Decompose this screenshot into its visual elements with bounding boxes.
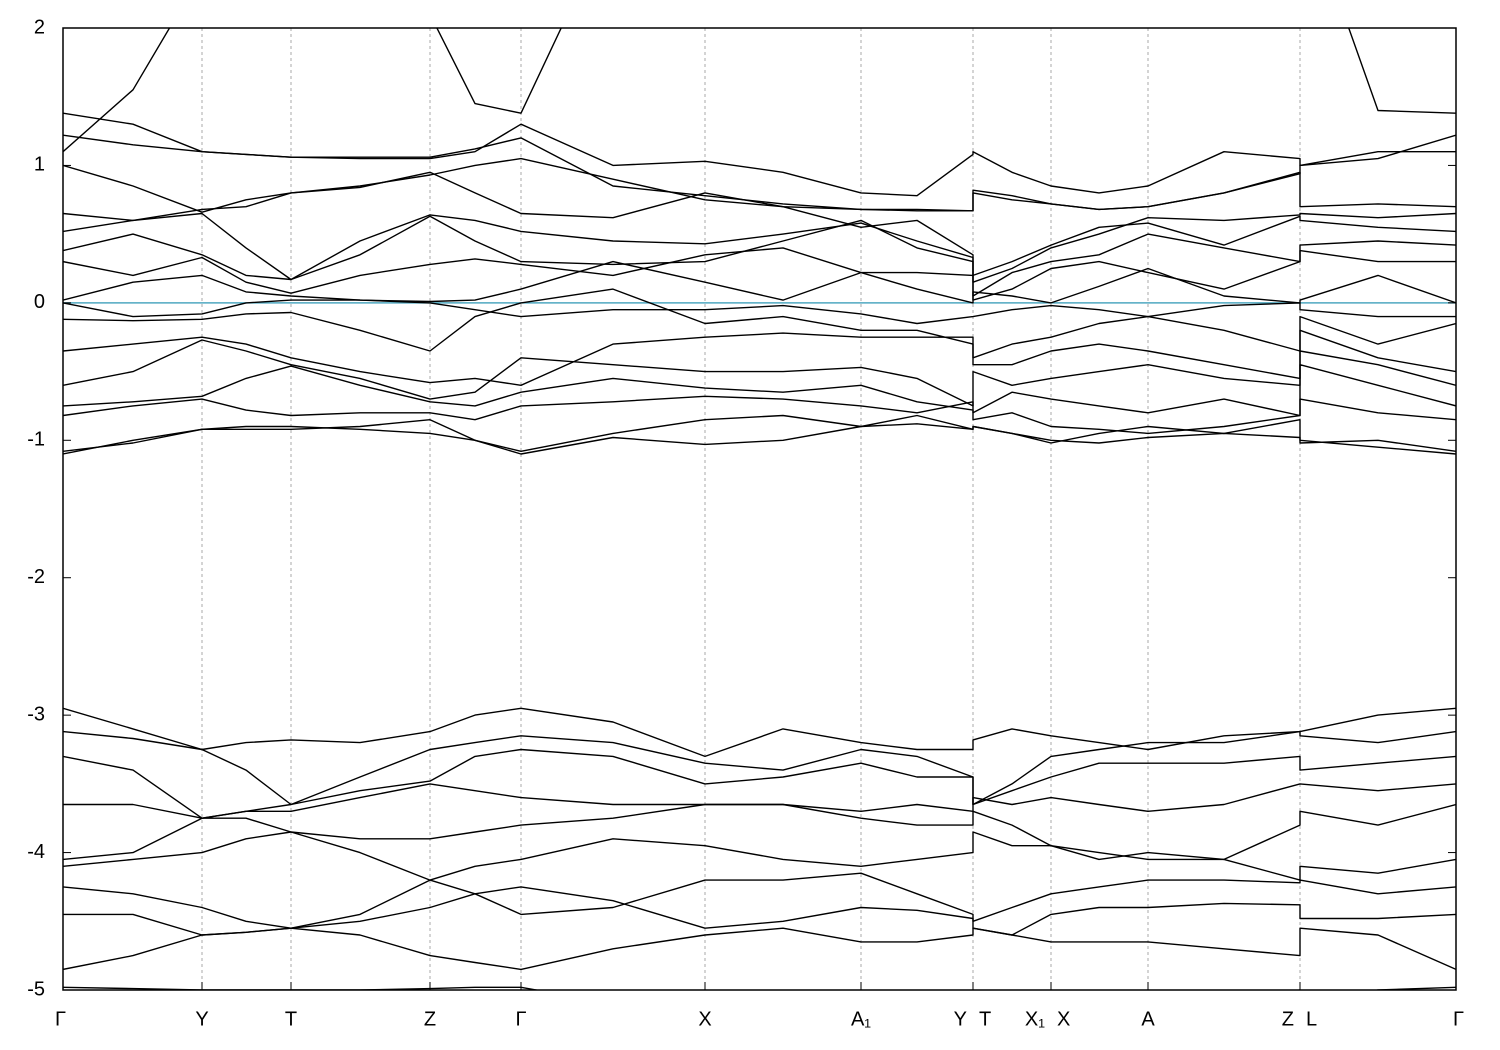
bands-layer <box>63 28 1456 990</box>
y-tick-label: -5 <box>27 978 45 1000</box>
x-tick-label: X <box>1057 1008 1070 1030</box>
band-line <box>63 123 1456 197</box>
x-tick-label: Y <box>195 1008 208 1030</box>
band-line <box>63 886 1456 936</box>
band-line <box>63 803 1456 861</box>
x-tick-label: Γ <box>515 1008 526 1030</box>
x-tick-label: Γ <box>55 1008 66 1030</box>
y-tick-label: 0 <box>34 291 45 313</box>
x-tick-label: Z <box>1282 1008 1294 1030</box>
band-line <box>63 395 1456 435</box>
band-line <box>63 339 1456 407</box>
band-line <box>63 414 1456 455</box>
x-tick-label: X₁ <box>1025 1008 1045 1030</box>
grid-layer <box>201 28 1301 990</box>
y-tick-label: 1 <box>34 154 45 176</box>
y-tick-label: -2 <box>27 566 45 588</box>
band-line <box>63 215 1456 297</box>
band-line <box>63 748 1456 819</box>
band-line <box>63 171 1456 283</box>
band-line <box>63 414 1456 455</box>
band-line <box>63 730 1456 806</box>
y-tick-label: -1 <box>27 429 45 451</box>
band-line <box>63 299 1456 325</box>
band-line <box>63 247 1456 301</box>
band-line <box>63 364 1456 417</box>
band-line <box>63 872 1456 929</box>
x-tick-label: X <box>698 1008 711 1030</box>
x-tick-label: T <box>979 1008 991 1030</box>
band-line <box>63 783 1456 819</box>
y-tick-label: -3 <box>27 703 45 725</box>
y-tick-label: 2 <box>34 16 45 38</box>
x-tick-label: Γ <box>1453 1008 1464 1030</box>
band-line <box>63 986 1456 990</box>
plot-frame <box>62 27 1457 991</box>
band-line <box>63 288 1456 359</box>
band-line <box>63 831 1456 881</box>
y-tick-label: -4 <box>27 841 45 863</box>
x-tick-label: Y <box>954 1008 967 1030</box>
x-tick-label: L <box>1306 1008 1317 1030</box>
band-line <box>63 28 1456 153</box>
band-line <box>63 260 1456 304</box>
x-tick-label: A <box>1141 1008 1155 1030</box>
x-tick-label: T <box>285 1008 297 1030</box>
band-line <box>63 707 1456 758</box>
x-tick-label: Z <box>424 1008 436 1030</box>
x-tick-label: A₁ <box>851 1008 871 1030</box>
band-line <box>63 927 1456 971</box>
band-line <box>63 329 1456 386</box>
